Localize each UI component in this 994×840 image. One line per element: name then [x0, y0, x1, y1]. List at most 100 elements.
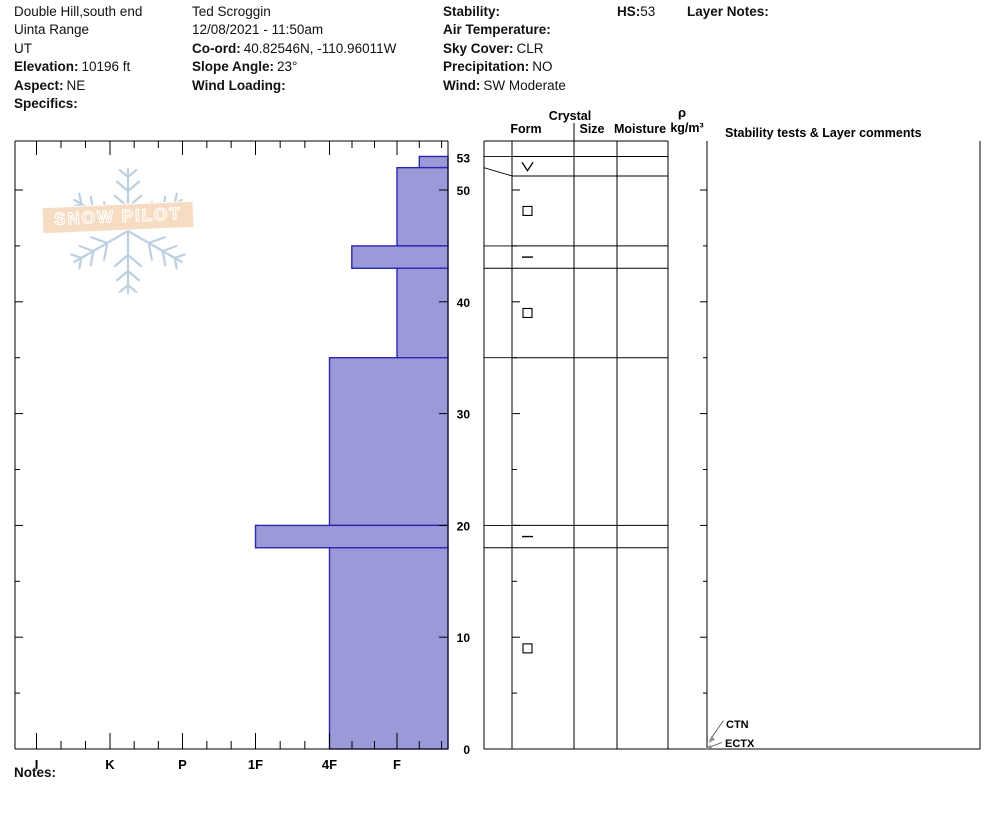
hardness-label: P — [178, 757, 187, 772]
specifics-label: Specifics: — [14, 96, 78, 112]
sky-cover-row: Sky Cover: CLR — [443, 40, 566, 58]
precipitation-row: Precipitation: NO — [443, 58, 566, 76]
size-column-header: Size — [579, 122, 604, 136]
line-shape — [118, 283, 130, 293]
depth-label: 30 — [457, 408, 471, 422]
observation-datetime: 12/08/2021 - 11:50am — [192, 22, 324, 38]
hardness-bars — [254, 155, 449, 750]
layer-hardness-bar — [254, 524, 449, 549]
layer-hardness-bar — [351, 245, 449, 269]
line-shape — [123, 227, 183, 264]
grain-form-square-symbol — [522, 205, 533, 216]
layer-hardness-bar — [396, 267, 449, 359]
hardness-label: F — [393, 757, 401, 772]
slope-angle-value: 23° — [277, 59, 298, 75]
observer-name: Ted Scroggin — [192, 4, 271, 19]
layer-hardness-bar — [328, 357, 449, 527]
snowpilot-logo-text: SNOW PILOT — [53, 204, 183, 230]
line-shape — [173, 256, 178, 270]
line-shape — [126, 169, 138, 179]
stability-row: Stability: — [443, 3, 566, 21]
stability-column-header: Stability tests & Layer comments — [725, 126, 922, 140]
crystal-group-header: Crystal — [549, 109, 591, 123]
stability-test-annotations: CTN ECTX — [705, 719, 755, 750]
line-shape — [147, 236, 166, 245]
hardness-label: 4F — [322, 757, 337, 772]
height-of-snow-block: HS:53 — [617, 3, 655, 21]
layer-hardness-bar — [418, 155, 449, 169]
line-shape — [78, 192, 83, 206]
aspect-label: Aspect: — [14, 77, 64, 93]
depth-label: 50 — [457, 184, 471, 198]
line-shape — [126, 269, 141, 282]
depth-label: 0 — [463, 743, 470, 757]
line-shape — [115, 180, 130, 193]
line-shape — [73, 227, 133, 264]
line-shape — [161, 245, 178, 253]
line-shape — [147, 241, 153, 261]
line-shape — [90, 236, 109, 245]
wind-loading: Wind Loading: — [192, 77, 396, 95]
density-symbol-header: ρ — [678, 105, 686, 120]
notes-label: Notes: — [14, 765, 57, 780]
depth-label: 10 — [457, 631, 471, 645]
line-shape — [115, 269, 130, 282]
slope-angle: Slope Angle: 23° — [192, 58, 396, 76]
depth-label: 20 — [457, 519, 471, 533]
coordinates: Co-ord: 40.82546N, -110.96011W — [192, 40, 396, 58]
observer-info-block: Ted Scroggin 12/08/2021 - 11:50am Co-ord… — [192, 3, 396, 95]
line-shape — [126, 180, 141, 193]
sky-cover-value: CLR — [516, 40, 544, 56]
line-shape — [103, 241, 109, 261]
moisture-column-header: Moisture — [614, 122, 666, 136]
layer-notes-block: Layer Notes: — [687, 3, 769, 21]
sky-cover-label: Sky Cover: — [443, 40, 514, 56]
conditions-block: Stability: Air Temperature: Sky Cover: CL… — [443, 3, 566, 95]
site-info-block: Double Hill,south end Uinta Range UT Ele… — [14, 3, 142, 113]
line-shape — [173, 253, 186, 260]
snowflake-arm — [123, 227, 186, 270]
grain-form-symbols — [521, 161, 534, 654]
layer-notes-label: Layer Notes: — [687, 4, 769, 19]
snowflake-arm — [70, 227, 133, 270]
density-unit-header: kg/m³ — [670, 121, 703, 135]
axis-labels: I K P 1F 4F F 0 10 20 30 40 50 53 — [35, 151, 471, 772]
site-aspect: Aspect: NE — [14, 77, 142, 95]
site-specifics: Specifics: — [14, 95, 142, 113]
layer-hardness-bar — [328, 547, 449, 750]
elevation-value: 10196 ft — [81, 59, 131, 75]
hardness-label: K — [105, 757, 115, 772]
hs-value: 53 — [640, 4, 656, 19]
line-shape — [126, 253, 143, 268]
coord-label: Co-ord: — [192, 40, 241, 56]
precipitation-label: Precipitation: — [443, 59, 530, 75]
line-shape — [161, 249, 167, 267]
elevation-label: Elevation: — [14, 59, 79, 75]
grain-form-v-symbol — [521, 161, 534, 172]
wind-loading-label: Wind Loading: — [192, 77, 286, 93]
line-shape — [118, 169, 130, 179]
site-name: Double Hill,south end — [14, 4, 143, 19]
test-arrow-head — [708, 735, 715, 743]
form-column-header: Form — [510, 122, 541, 136]
table-column-headers: Crystal Form Size Moisture ρkg/m³ Stability t… — [510, 105, 921, 140]
line-shape — [78, 245, 95, 253]
stability-test-label: ECTX — [725, 738, 755, 750]
site-range: Uinta Range — [14, 22, 90, 38]
wind-value: SW Moderate — [483, 77, 566, 93]
line-shape — [78, 256, 83, 270]
hardness-label: 1F — [248, 757, 263, 772]
layer-table — [483, 123, 981, 750]
stability-label: Stability: — [443, 4, 501, 19]
air-temp-label: Air Temperature: — [443, 22, 551, 38]
line-shape — [89, 249, 95, 267]
line-shape — [113, 253, 130, 268]
depth-label: 40 — [457, 296, 471, 310]
stability-test-label: CTN — [726, 719, 749, 731]
site-state: UT — [14, 40, 32, 56]
test-arrow-head — [705, 744, 713, 750]
grain-form-square-symbol — [522, 307, 533, 319]
coord-value: 40.82546N, -110.96011W — [243, 40, 397, 56]
